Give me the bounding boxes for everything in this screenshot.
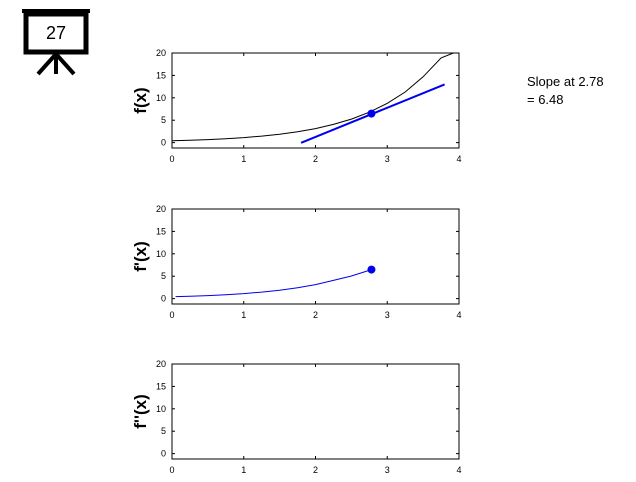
x-tick-label: 3 (385, 465, 390, 475)
y-tick-label: 15 (156, 381, 166, 391)
slope-annotation-line2: = 6.48 (527, 92, 564, 107)
data-point (367, 265, 376, 274)
y-tick-label: 10 (156, 404, 166, 414)
y-tick-label: 0 (161, 449, 166, 459)
y-axis-label: f''(x) (131, 394, 150, 429)
x-tick-label: 1 (241, 154, 246, 164)
plot-area (172, 53, 455, 144)
y-tick-label: 15 (156, 226, 166, 236)
chart-panel-1: 0 1 2 3 4 0 5 10 15 20 f(x) (131, 48, 462, 164)
data-point (367, 109, 376, 118)
slide-number: 27 (45, 23, 67, 43)
y-tick-label: 10 (156, 93, 166, 103)
x-tick-label: 0 (169, 310, 174, 320)
x-tick-label: 4 (456, 310, 461, 320)
y-tick-label: 5 (161, 426, 166, 436)
x-tick-label: 1 (241, 465, 246, 475)
y-tick-label: 0 (161, 138, 166, 148)
x-tick-label: 3 (385, 154, 390, 164)
y-tick-label: 0 (161, 294, 166, 304)
x-tick-label: 2 (313, 154, 318, 164)
slope-annotation: Slope at 2.78 = 6.48 (527, 73, 632, 109)
y-tick-label: 15 (156, 70, 166, 80)
y-tick-label: 20 (156, 204, 166, 214)
plot-area (175, 269, 372, 298)
easel-graphic (22, 9, 90, 76)
y-axis-label: f(x) (131, 87, 150, 113)
y-tick-label: 20 (156, 48, 166, 58)
axes-box (171, 363, 460, 460)
x-tick-label: 2 (313, 465, 318, 475)
y-axis-label: f'(x) (131, 241, 150, 271)
series-line (175, 269, 372, 298)
x-tick-label: 3 (385, 310, 390, 320)
slope-annotation-line1: Slope at 2.78 (527, 74, 604, 89)
axes-box (171, 208, 460, 305)
chart-panel-2: 0 1 2 3 4 0 5 10 15 20 f'(x) (131, 204, 462, 320)
x-tick-label: 1 (241, 310, 246, 320)
series-line (172, 53, 455, 142)
axes-box (171, 52, 460, 149)
x-tick-label: 0 (169, 154, 174, 164)
y-tick-label: 5 (161, 271, 166, 281)
x-tick-label: 4 (456, 465, 461, 475)
presentation-easel-icon: 27 (20, 8, 92, 76)
y-tick-label: 20 (156, 359, 166, 369)
y-tick-label: 10 (156, 249, 166, 259)
y-tick-label: 5 (161, 115, 166, 125)
x-tick-label: 4 (456, 154, 461, 164)
chart-panel-3: 0 1 2 3 4 0 5 10 15 20 f''(x) (131, 359, 462, 475)
x-tick-label: 0 (169, 465, 174, 475)
x-tick-label: 2 (313, 310, 318, 320)
